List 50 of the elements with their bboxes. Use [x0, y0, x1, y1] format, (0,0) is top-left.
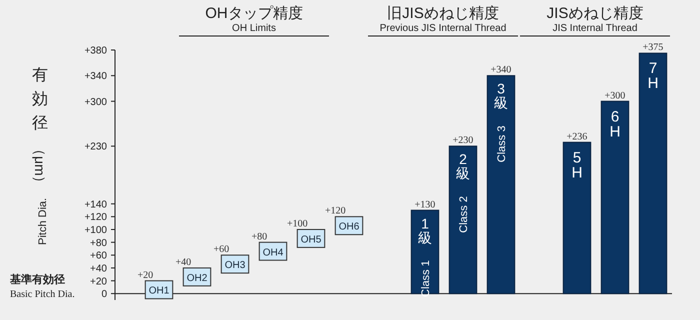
- y-tick-label: +300: [84, 96, 108, 108]
- y-tick-label: +230: [84, 142, 108, 153]
- x-tick-label: OH3: [224, 260, 246, 272]
- data-label: +130: [414, 199, 436, 210]
- x-tick-label: OH6: [338, 222, 360, 233]
- data-label: +300: [604, 90, 626, 102]
- text: JIS Internal Thread: [552, 23, 638, 34]
- bar: [638, 52, 668, 294]
- text: JISめねじ精度: [546, 5, 644, 22]
- text: OHタップ精度: [205, 5, 303, 22]
- text: 基準有効径: [9, 273, 65, 286]
- text: 旧JISめねじ精度: [387, 5, 499, 22]
- text: OH Limits: [232, 23, 276, 34]
- data-label: +230: [452, 135, 474, 146]
- y-tick-label: +40: [90, 263, 108, 274]
- x-tick-label: OH2: [186, 272, 208, 284]
- y-tick-label: +100: [84, 224, 108, 236]
- y-tick-label: +340: [84, 71, 108, 82]
- y-tick-label: 0: [101, 289, 108, 300]
- y-tick-label: +20: [90, 276, 108, 288]
- x-tick-label: 2級 Class 2: [456, 151, 470, 233]
- data-label: +40: [176, 256, 192, 268]
- x-tick-label: 7H: [648, 60, 658, 92]
- y-tick-label: +380: [84, 46, 108, 56]
- bar: [486, 75, 516, 294]
- x-tick-label: 5H: [572, 149, 582, 182]
- y-tick-label: +80: [90, 238, 108, 249]
- bar: [448, 146, 478, 294]
- data-label: +60: [214, 244, 230, 256]
- x-tick-label: OH5: [300, 234, 322, 246]
- data-label: +120: [325, 206, 346, 217]
- y-tick-label: +120: [84, 212, 108, 224]
- x-tick-label: OH1: [148, 286, 170, 297]
- data-label: +20: [138, 270, 154, 281]
- x-tick-label: 3級 Class 3: [494, 80, 508, 162]
- data-label: +236: [566, 131, 588, 142]
- bar: [562, 142, 592, 294]
- y-axis-title: 有効径（μm）: [32, 67, 48, 190]
- x-tick-label: OH4: [262, 247, 284, 258]
- text: Previous JIS Internal Thread: [380, 23, 506, 34]
- y-tick-label: +140: [84, 199, 108, 210]
- data-label: +100: [287, 218, 308, 230]
- bar: [600, 100, 630, 294]
- data-label: +80: [252, 231, 268, 242]
- text: Basic Pitch Dia.: [10, 289, 75, 300]
- x-tick-label: 6H: [610, 108, 620, 140]
- data-label: +340: [490, 64, 512, 76]
- y-tick-label: +60: [90, 250, 108, 262]
- data-label: +375: [642, 42, 664, 54]
- text: Pitch Dia.: [37, 198, 49, 245]
